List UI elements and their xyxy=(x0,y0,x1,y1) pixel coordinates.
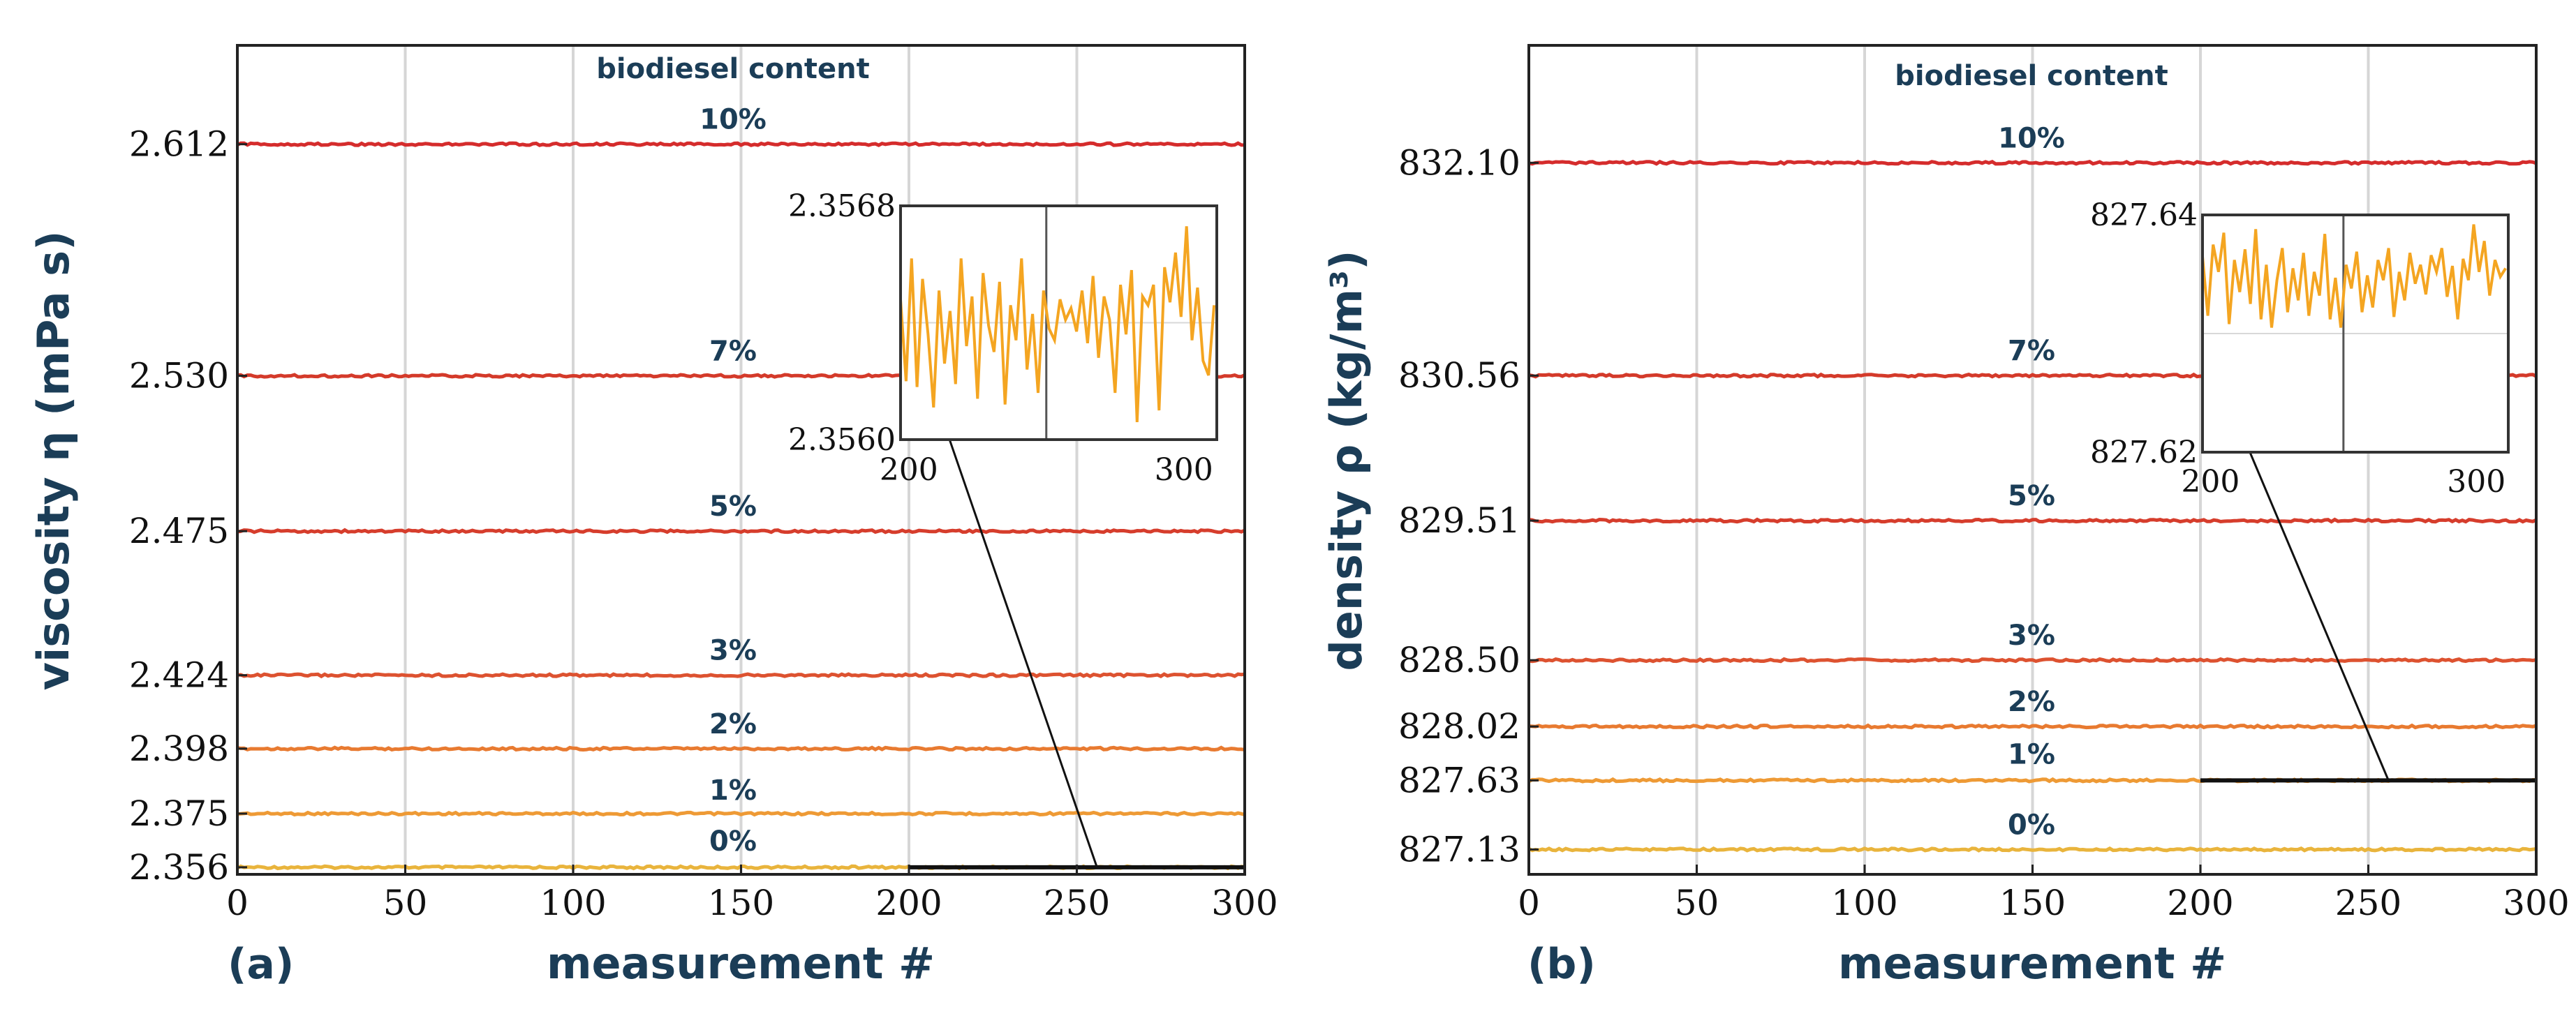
inset-y-tick-label: 2.3560 xyxy=(788,422,896,458)
x-tick-label: 100 xyxy=(1831,883,1897,923)
inset-y-tick-label: 2.3568 xyxy=(788,188,896,224)
series-line-5pct xyxy=(1528,517,2538,524)
series-label-5pct: 5% xyxy=(2008,480,2055,512)
y-tick-label: 2.612 xyxy=(129,124,229,165)
series-label-10pct: 10% xyxy=(1998,122,2065,154)
y-tick-label: 2.375 xyxy=(129,793,229,834)
y-axis-label: viscosity η (mPa s) xyxy=(28,231,79,691)
inset-x-tick-label: 300 xyxy=(1155,452,1213,488)
y-tick-label: 830.56 xyxy=(1398,355,1520,396)
y-tick-label: 827.63 xyxy=(1398,760,1520,800)
panel-b: 0% 1% 2% 3% 5% 7% 10% 0 50 100 150 200 250 300 827.13 8… xyxy=(1321,44,2570,989)
panel-label: (a) xyxy=(228,940,294,989)
series-line-2pct xyxy=(237,745,1245,752)
series-label-3pct: 3% xyxy=(709,635,757,667)
inset-y-tick-label: 827.64 xyxy=(2090,197,2198,233)
x-tick-label: 250 xyxy=(1044,883,1110,923)
zoom-connector-line xyxy=(948,439,1098,868)
y-tick-label: 2.398 xyxy=(129,729,229,769)
inset-frame xyxy=(899,204,1218,441)
x-tick-label: 200 xyxy=(875,883,942,923)
series-label-0pct: 0% xyxy=(709,826,757,858)
x-tick-label: 300 xyxy=(1211,883,1278,923)
series-line-5pct xyxy=(237,528,1246,535)
series-label-7pct: 7% xyxy=(709,336,757,368)
y-tick-label: 2.475 xyxy=(129,511,229,551)
series-line-0pct xyxy=(1527,846,2537,853)
series-label-1pct: 1% xyxy=(2008,738,2055,770)
x-tick-label: 50 xyxy=(1675,883,1719,923)
inset-plot: 2.3560 2.3568 200 300 xyxy=(788,188,1218,488)
inset-series-line xyxy=(2201,224,2507,328)
zoom-connector-line xyxy=(2249,451,2390,781)
series-label-7pct: 7% xyxy=(2008,335,2055,367)
y-tick-label: 829.51 xyxy=(1398,500,1520,541)
series-line-2pct xyxy=(1528,723,2537,730)
series-line-10pct xyxy=(236,141,1245,147)
panel-label: (b) xyxy=(1527,940,1596,989)
y-tick-label: 828.50 xyxy=(1398,640,1520,680)
y-tick-label: 2.356 xyxy=(129,847,229,888)
x-axis-label: measurement # xyxy=(1838,938,2226,989)
x-tick-label: 150 xyxy=(1999,883,2066,923)
x-tick-label: 0 xyxy=(1518,883,1540,923)
legend-title: biodiesel content xyxy=(1895,60,2168,92)
inset-x-tick-label: 200 xyxy=(2181,464,2240,500)
x-tick-label: 100 xyxy=(540,883,606,923)
y-tick-label: 827.13 xyxy=(1398,829,1520,869)
series-label-2pct: 2% xyxy=(2008,686,2055,718)
series-label-10pct: 10% xyxy=(699,104,767,136)
x-tick-label: 0 xyxy=(226,883,249,923)
x-axis-label: measurement # xyxy=(547,938,935,989)
series-label-2pct: 2% xyxy=(709,708,757,740)
series-label-1pct: 1% xyxy=(709,775,757,807)
series-label-5pct: 5% xyxy=(709,491,757,523)
series-label-3pct: 3% xyxy=(2008,620,2055,652)
series-label-0pct: 0% xyxy=(2008,809,2055,841)
inset-x-tick-label: 200 xyxy=(880,452,938,488)
inset-frame xyxy=(2201,214,2510,454)
series-line-3pct xyxy=(237,672,1245,679)
panel-a: 0% 1% 2% 3% 5% 7% 10% 0 50 100 150 200 250 300 2.356 2.… xyxy=(28,44,1278,989)
x-tick-label: 150 xyxy=(708,883,774,923)
y-axis-label: density ρ (kg/m³) xyxy=(1321,250,1372,671)
x-tick-label: 250 xyxy=(2335,883,2401,923)
series-line-3pct xyxy=(1528,657,2537,664)
y-tick-label: 832.10 xyxy=(1398,142,1520,183)
inset-x-tick-label: 300 xyxy=(2447,464,2505,500)
legend-title: biodiesel content xyxy=(596,53,869,85)
x-tick-label: 300 xyxy=(2503,883,2569,923)
y-tick-label: 828.02 xyxy=(1398,706,1520,747)
inset-y-tick-label: 827.62 xyxy=(2090,435,2198,470)
series-line-10pct xyxy=(1528,159,2537,166)
series-line-1pct xyxy=(237,810,1245,817)
inset-series-line xyxy=(899,226,1216,422)
inset-plot: 827.62 827.64 200 300 xyxy=(2090,197,2510,500)
x-tick-label: 200 xyxy=(2167,883,2233,923)
y-tick-label: 2.530 xyxy=(129,356,229,396)
x-tick-label: 50 xyxy=(383,883,428,923)
y-tick-label: 2.424 xyxy=(129,655,229,696)
